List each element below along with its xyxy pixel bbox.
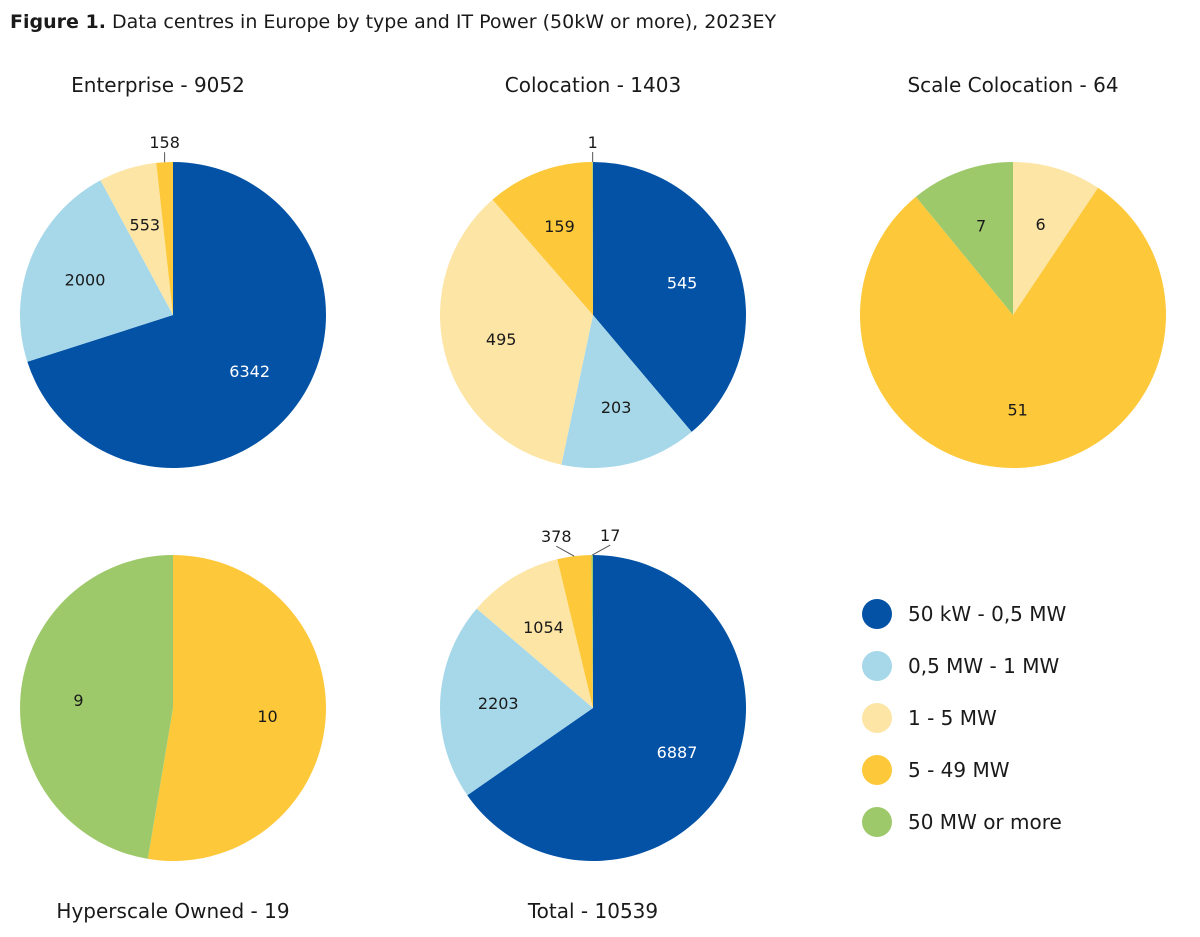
pie-slice	[492, 162, 593, 315]
slice-value-label: 7	[976, 217, 986, 236]
leader-line	[591, 544, 611, 556]
pie-slice	[20, 180, 174, 362]
pie-slice	[19, 555, 173, 859]
pie-slice	[100, 162, 173, 315]
legend-label: 50 kW - 0,5 MW	[908, 602, 1067, 626]
slice-value-label: 6	[1035, 215, 1045, 234]
slice-value-label: 553	[130, 215, 161, 234]
pie-title: Enterprise - 9052	[71, 73, 245, 97]
slice-value-label: 9	[73, 691, 83, 710]
pie-chart: Total - 10539 6887 2203 1054 378 17	[440, 526, 747, 923]
legend-swatch	[862, 651, 892, 681]
pie-title: Hyperscale Owned - 19	[56, 899, 289, 923]
pie-chart: Colocation - 1403 545 203 495 159 1	[440, 73, 747, 468]
slice-value-label: 378	[541, 527, 572, 546]
slice-value-label: 495	[486, 330, 517, 349]
pie-slice	[440, 199, 593, 465]
pie-slice	[147, 555, 326, 861]
pie-slice	[467, 555, 747, 861]
pie-slice	[27, 162, 327, 469]
pie-slice	[1013, 162, 1099, 315]
figure-title-text: Data centres in Europe by type and IT Po…	[111, 11, 777, 33]
pie-slice	[156, 162, 173, 315]
slice-value-label: 51	[1007, 401, 1027, 420]
slice-value-label: 10	[257, 707, 277, 726]
pie-slice	[915, 162, 1013, 315]
legend-item: 50 kW - 0,5 MW	[862, 588, 1066, 640]
legend-label: 1 - 5 MW	[908, 706, 997, 730]
pie-slice	[591, 555, 593, 708]
pie-slice	[561, 315, 692, 468]
slice-value-label: 2000	[65, 271, 106, 290]
legend-swatch	[862, 599, 892, 629]
slice-value-label: 17	[600, 526, 620, 545]
legend-label: 0,5 MW - 1 MW	[908, 654, 1060, 678]
pie-slice	[860, 187, 1166, 468]
legend-swatch	[862, 807, 892, 837]
leader-line	[556, 545, 575, 557]
legend: 50 kW - 0,5 MW 0,5 MW - 1 MW 1 - 5 MW 5 …	[862, 588, 1066, 848]
slice-value-label: 159	[544, 217, 575, 236]
pie-chart: Enterprise - 9052 6342 2000 553 158	[20, 73, 327, 469]
slice-value-label: 6887	[657, 743, 698, 762]
slice-value-label: 6342	[229, 362, 270, 381]
slice-value-label: 203	[601, 398, 632, 417]
pie-slice	[593, 162, 747, 432]
slice-value-label: 1054	[523, 618, 564, 637]
pie-title: Scale Colocation - 64	[907, 73, 1118, 97]
legend-item: 5 - 49 MW	[862, 744, 1066, 796]
legend-item: 50 MW or more	[862, 796, 1066, 848]
pie-slice	[476, 559, 593, 708]
slice-value-label: 1	[588, 133, 598, 152]
figure-number: Figure 1.	[10, 11, 106, 33]
legend-swatch	[862, 755, 892, 785]
legend-swatch	[862, 703, 892, 733]
pie-title: Total - 10539	[527, 899, 658, 923]
pie-slice	[557, 555, 593, 708]
legend-label: 5 - 49 MW	[908, 758, 1010, 782]
pie-chart: Hyperscale Owned - 19 10 9	[19, 555, 326, 923]
pie-slice	[592, 162, 593, 315]
figure-title: Figure 1. Data centres in Europe by type…	[10, 11, 776, 33]
pie-chart: Scale Colocation - 64 6 51 7	[860, 73, 1166, 468]
pie-slice	[440, 608, 593, 796]
slice-value-label: 158	[149, 133, 180, 152]
slice-value-label: 2203	[478, 694, 519, 713]
legend-item: 0,5 MW - 1 MW	[862, 640, 1066, 692]
pie-title: Colocation - 1403	[505, 73, 681, 97]
legend-label: 50 MW or more	[908, 810, 1062, 834]
legend-item: 1 - 5 MW	[862, 692, 1066, 744]
slice-value-label: 545	[667, 273, 698, 292]
